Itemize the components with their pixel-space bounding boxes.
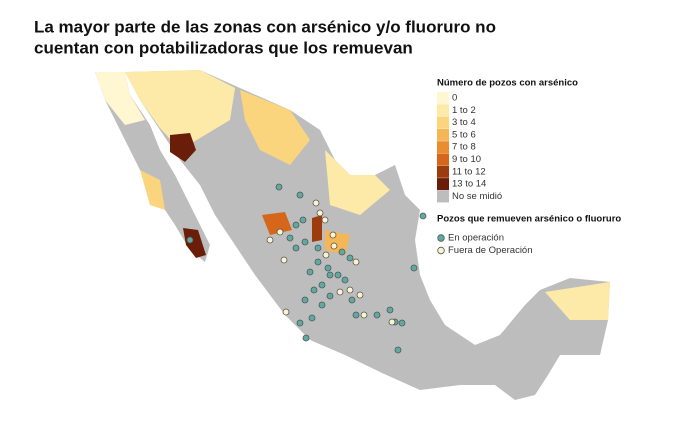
plant-point	[326, 271, 334, 279]
plant-point	[318, 301, 326, 309]
legend-symbol	[437, 234, 445, 242]
legend-label: 13 to 14	[452, 179, 486, 190]
legend-swatch	[437, 190, 449, 203]
plant-point	[341, 276, 349, 284]
plant-point	[352, 311, 360, 319]
plant-point	[356, 291, 364, 299]
plant-point	[324, 264, 332, 272]
plant-point	[419, 212, 427, 220]
plant-point	[306, 268, 314, 276]
plant-point	[314, 244, 322, 252]
plant-point	[338, 248, 346, 256]
legend-label: 5 to 6	[452, 129, 476, 140]
region	[262, 212, 292, 235]
plant-point	[296, 319, 304, 327]
plant-point	[373, 311, 381, 319]
region	[240, 90, 310, 165]
legend-label: 0	[452, 93, 457, 104]
region	[95, 72, 145, 125]
legend-label: 11 to 12	[452, 166, 486, 177]
legend-label: 9 to 10	[452, 154, 481, 165]
plant-point	[310, 286, 318, 294]
region	[312, 215, 322, 242]
region	[170, 133, 196, 162]
plant-point	[276, 228, 284, 236]
plant-point	[318, 281, 326, 289]
legend-label: 1 to 2	[452, 105, 476, 116]
plant-point	[302, 334, 310, 342]
plant-point	[292, 221, 300, 229]
plant-point	[330, 242, 338, 250]
plant-point	[186, 236, 194, 244]
plant-point	[360, 311, 368, 319]
legend-title: Número de pozos con arsénico	[437, 78, 578, 89]
plant-point	[286, 234, 294, 242]
plant-point	[388, 318, 396, 326]
legend-label: En operación	[448, 233, 504, 244]
plant-point	[348, 296, 356, 304]
plant-point	[322, 251, 330, 259]
plant-point	[386, 306, 394, 314]
plant-point	[346, 286, 354, 294]
legend-swatch	[437, 116, 449, 129]
region	[545, 282, 610, 320]
region	[183, 228, 206, 258]
plant-point	[352, 258, 360, 266]
mainland	[125, 70, 610, 400]
legend-label: Fuera de Operación	[448, 245, 533, 256]
legend-swatch	[437, 165, 449, 178]
plant-point	[410, 264, 418, 272]
plant-point	[346, 254, 354, 262]
legend-swatch	[437, 141, 449, 154]
title-line: La mayor parte de las zonas con arsénico…	[34, 17, 496, 36]
plant-point	[394, 346, 402, 354]
plant-point	[280, 256, 288, 264]
plant-point	[282, 308, 290, 316]
legend-swatch	[437, 178, 449, 191]
plant-point	[314, 258, 322, 266]
plant-point	[334, 271, 342, 279]
plant-point	[301, 296, 309, 304]
plant-points	[186, 183, 427, 354]
legend-swatch	[437, 128, 449, 141]
plant-point	[336, 288, 344, 296]
plant-point	[308, 314, 316, 322]
legend-label: 3 to 4	[452, 117, 476, 128]
plant-point	[329, 231, 337, 239]
plant-point	[316, 209, 324, 217]
plant-point	[312, 199, 320, 207]
legend-symbol	[437, 246, 445, 255]
plant-point	[299, 216, 307, 224]
legend: Número de pozos con arsénico 01 to 23 to …	[437, 78, 621, 256]
plant-point	[296, 191, 304, 199]
plant-point	[301, 238, 309, 246]
legend-label: No se midió	[452, 191, 502, 202]
plant-point	[266, 236, 274, 244]
legend-swatch	[437, 153, 449, 166]
region	[125, 70, 235, 150]
legend-title: Pozos que remueven arsénico o fluoruro	[437, 214, 621, 225]
legend-swatch	[437, 92, 449, 104]
plant-point	[398, 319, 406, 327]
region	[140, 170, 165, 210]
plant-point	[326, 292, 334, 300]
plant-point	[275, 183, 283, 191]
legend-swatch	[437, 104, 449, 117]
title-line: cuentan con potabilizadoras que los remu…	[34, 38, 413, 57]
plant-point	[292, 244, 300, 252]
region	[325, 150, 390, 215]
map	[95, 70, 610, 400]
legend-label: 7 to 8	[452, 142, 476, 153]
plant-point	[321, 216, 329, 224]
